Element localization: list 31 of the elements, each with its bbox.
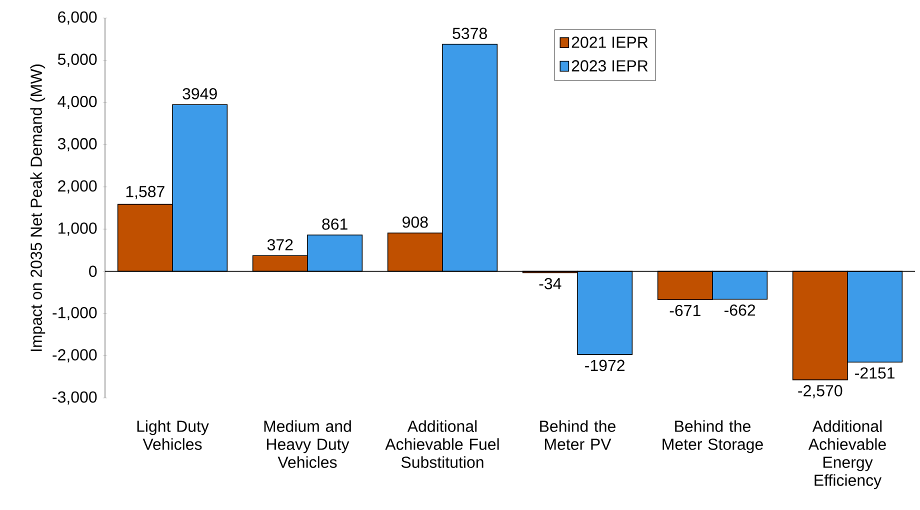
- data-label: 3949: [182, 88, 217, 100]
- y-tick-label: -1,000: [52, 306, 97, 320]
- y-tick-label: 4,000: [58, 96, 97, 110]
- y-tick-label: 0: [89, 266, 97, 277]
- data-label: -34: [539, 278, 562, 290]
- x-tick-label: Additional Achievable Fuel Substitution: [385, 420, 499, 468]
- legend-label: 2021 IEPR: [572, 36, 648, 48]
- data-label: 908: [402, 216, 428, 228]
- x-tick-label: Light Duty Vehicles: [137, 420, 209, 450]
- data-label: -1972: [585, 360, 624, 372]
- y-tick-label: 3,000: [58, 138, 97, 152]
- data-label: -2151: [855, 367, 894, 379]
- y-tick-label: -2,000: [52, 349, 97, 362]
- x-tick-label: Medium and Heavy Duty Vehicles: [264, 420, 351, 468]
- legend-label: 2023 IEPR: [572, 60, 648, 72]
- x-tick-label: Behind the Meter Storage: [662, 420, 763, 454]
- y-tick-label: -3,000: [52, 391, 97, 405]
- x-tick-label: Behind the Meter PV: [540, 420, 616, 450]
- data-label: -2,570: [798, 385, 842, 398]
- y-tick-label: 6,000: [58, 11, 97, 25]
- y-tick-label: 2,000: [58, 180, 97, 194]
- data-label: 372: [267, 239, 293, 250]
- data-label: 5378: [452, 28, 487, 40]
- data-label: -671: [670, 304, 700, 316]
- x-tick-label: Additional Achievable Energy Efficiency: [808, 420, 886, 490]
- data-label: 861: [322, 218, 348, 230]
- y-axis-title: Impact on 2035 Net Peak Demand (MW): [30, 64, 46, 352]
- data-label: -662: [724, 304, 756, 316]
- y-tick-label: 5,000: [58, 54, 97, 67]
- y-tick-label: 1,000: [58, 222, 97, 236]
- data-label: 1,587: [126, 186, 164, 200]
